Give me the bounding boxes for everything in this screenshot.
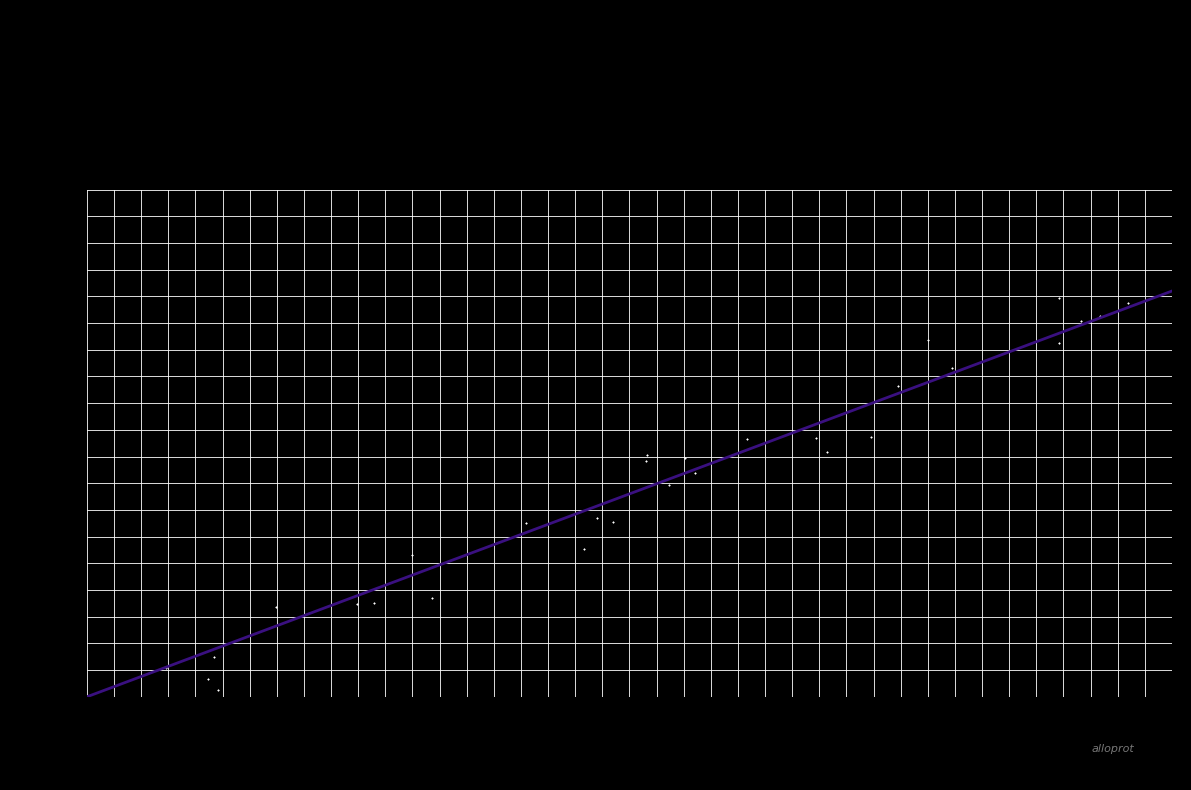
Point — [205, 650, 224, 663]
Text: alloprot: alloprot — [1091, 744, 1134, 754]
Point — [685, 467, 704, 480]
Point — [806, 431, 825, 444]
Point — [604, 516, 623, 529]
Point — [637, 448, 656, 461]
Point — [574, 544, 593, 556]
Point — [943, 362, 962, 374]
Point — [660, 479, 679, 491]
Point — [588, 512, 607, 525]
Point — [675, 451, 694, 464]
Point — [1118, 296, 1137, 309]
Point — [423, 592, 442, 605]
Point — [737, 433, 756, 446]
Point — [1071, 314, 1090, 327]
Point — [1049, 337, 1068, 349]
Point — [888, 380, 908, 393]
Point — [636, 454, 655, 467]
Point — [861, 431, 880, 443]
Point — [266, 600, 285, 613]
Point — [918, 334, 937, 347]
Point — [1091, 310, 1110, 322]
Point — [157, 661, 176, 674]
Point — [364, 597, 384, 610]
Point — [347, 597, 366, 610]
Point — [208, 684, 227, 697]
Point — [516, 517, 535, 529]
Point — [817, 446, 836, 458]
Point — [403, 549, 422, 562]
Point — [1049, 292, 1068, 304]
Point — [198, 672, 217, 685]
